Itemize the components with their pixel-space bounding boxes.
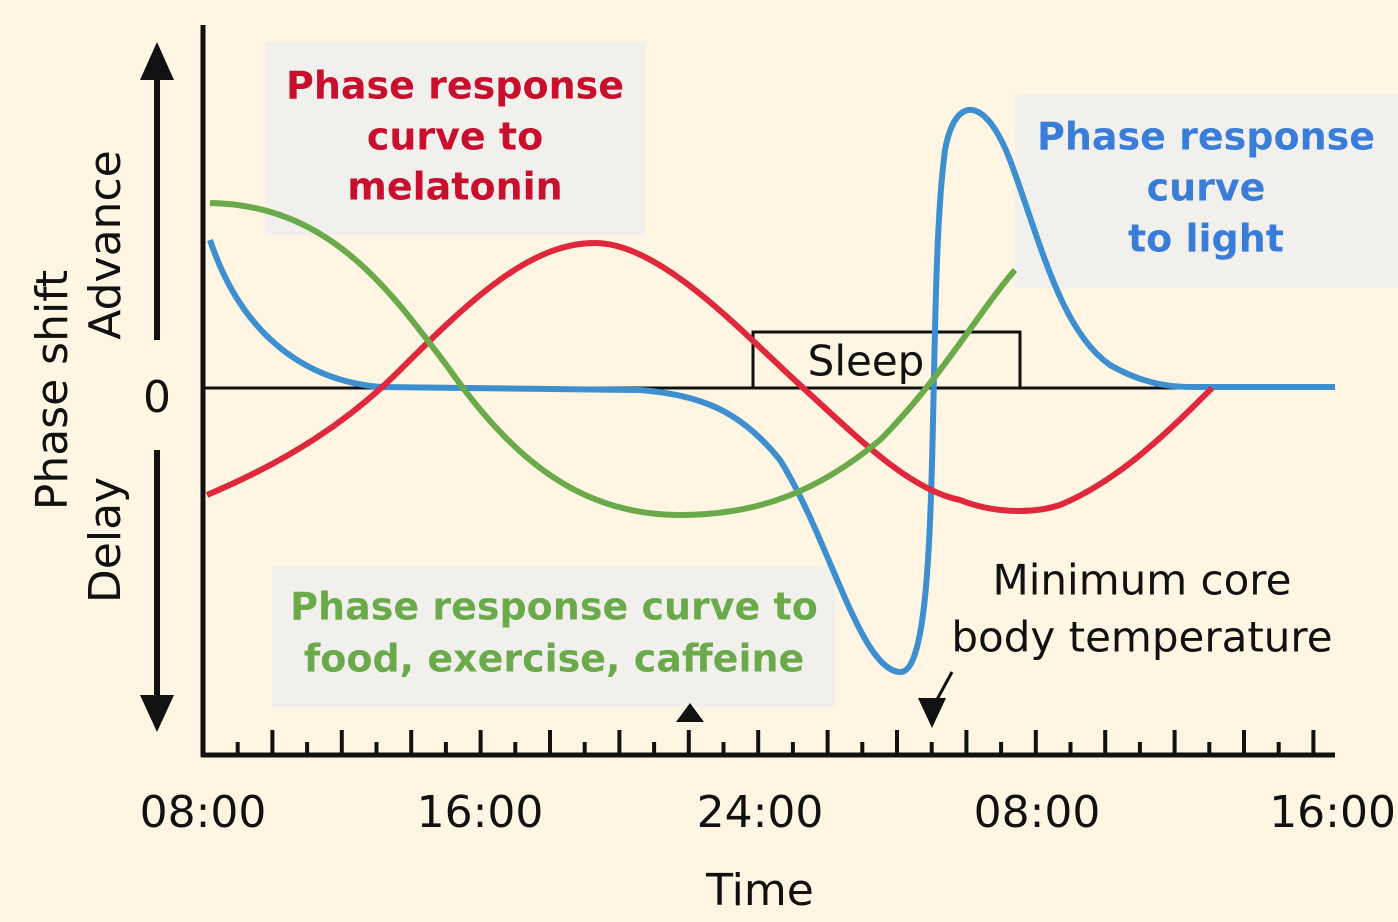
light-label: to light <box>1128 217 1284 261</box>
up-marker <box>676 703 704 722</box>
x-labels: 08:00 16:00 24:00 08:00 16:00 <box>140 787 1396 838</box>
food-label: food, exercise, caffeine <box>304 637 805 681</box>
melatonin-box <box>265 42 645 235</box>
x-tick-label: 08:00 <box>140 787 267 838</box>
light-label: curve <box>1147 166 1266 210</box>
min-temp-line: Minimum core <box>993 556 1292 605</box>
light-curve <box>207 106 1335 676</box>
delay-label: Delay <box>80 477 131 603</box>
x-tick-label: 08:00 <box>974 787 1101 838</box>
y-title: Phase shift <box>27 270 78 510</box>
food-box <box>272 567 835 707</box>
x-tick-label: 16:00 <box>1269 787 1396 838</box>
x-tick-label: 24:00 <box>697 787 824 838</box>
sleep-box <box>751 330 1022 390</box>
light-label: Phase response <box>1037 115 1375 159</box>
food-label: Phase response curve to <box>290 585 818 629</box>
light-box <box>1015 95 1398 288</box>
melatonin-curve <box>205 239 1215 514</box>
ticks <box>235 730 1316 755</box>
advance-label: Advance <box>80 150 131 339</box>
melatonin-label: melatonin <box>347 165 562 209</box>
zero-label: 0 <box>143 372 171 423</box>
food-curve <box>209 200 1018 519</box>
min-temp-line: body temperature <box>951 613 1332 662</box>
delay-arrowhead <box>140 695 174 732</box>
down-marker <box>918 698 946 728</box>
melatonin-label: Phase response <box>286 64 624 108</box>
x-title: Time <box>705 865 814 916</box>
pointer-line <box>932 671 954 706</box>
x-tick-label: 16:00 <box>417 787 544 838</box>
melatonin-label: curve to <box>367 115 543 159</box>
sleep-label: Sleep <box>808 337 925 386</box>
advance-arrowhead <box>140 42 174 80</box>
